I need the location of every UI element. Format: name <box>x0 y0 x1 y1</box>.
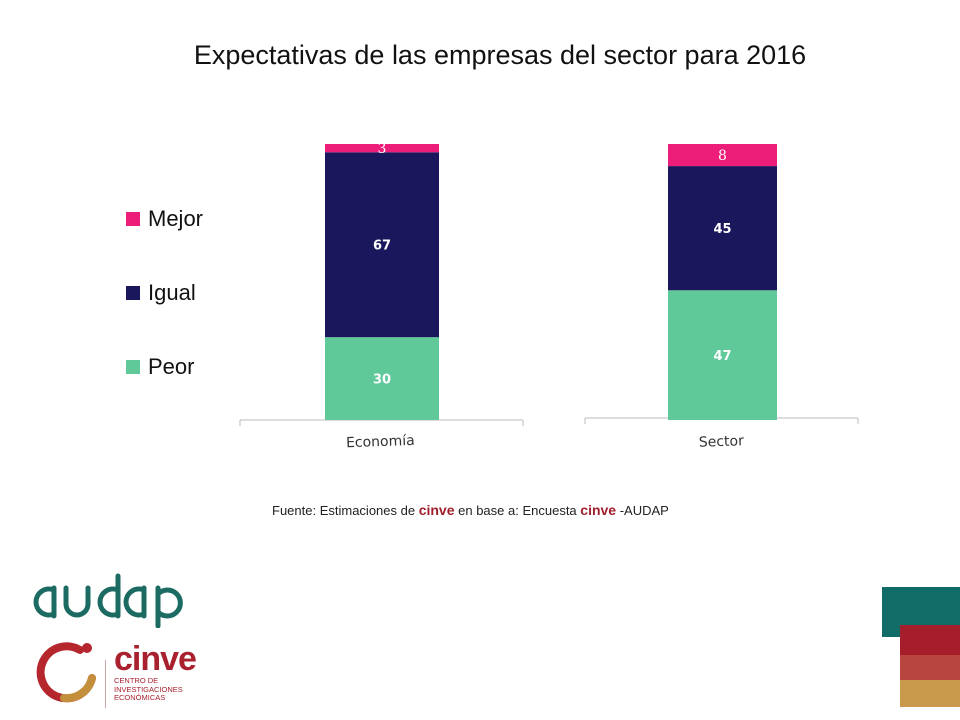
data-label-peor-0: 30 <box>373 373 391 388</box>
bar-peor-1 <box>668 290 777 420</box>
legend-item-peor: Peor <box>126 354 194 380</box>
source-note: Fuente: Estimaciones de cinve en base a:… <box>272 502 669 518</box>
cinve-logo-mark <box>36 642 96 703</box>
data-label-igual-1: 45 <box>713 222 731 237</box>
legend-item-igual: Igual <box>126 280 196 306</box>
audap-logo <box>33 573 183 628</box>
x-axis-0 <box>239 419 524 426</box>
category-label-0: Economía <box>346 433 415 451</box>
source-middle: en base a: Encuesta <box>454 503 581 518</box>
legend-label-peor: Peor <box>148 354 195 379</box>
legend-swatch-igual <box>126 286 140 300</box>
data-label-igual-0: 67 <box>373 239 391 254</box>
data-label-peor-1: 47 <box>713 349 731 364</box>
legend-label-igual: Igual <box>148 280 196 305</box>
cinve-logo-subtitle: Centro de Investigaciones Económicas <box>114 676 183 702</box>
decor-block-gold <box>900 680 960 707</box>
data-label-mejor-1: 8 <box>718 148 727 164</box>
cinve-logo-divider <box>105 660 106 708</box>
legend-item-mejor: Mejor <box>126 206 203 232</box>
bar-igual-1 <box>668 166 777 291</box>
bar-mejor-0 <box>325 144 439 153</box>
legend-swatch-mejor <box>126 212 140 226</box>
source-suffix: -AUDAP <box>616 503 669 518</box>
bar-mejor-1 <box>668 144 777 167</box>
bar-peor-0 <box>325 337 439 420</box>
source-prefix: Fuente: Estimaciones de <box>272 503 419 518</box>
chart-title: Expectativas de las empresas del sector … <box>193 40 807 70</box>
decor-block-brick <box>900 655 960 680</box>
decor-block-red <box>900 625 960 655</box>
legend-label-mejor: Mejor <box>148 206 204 231</box>
source-brand-cinve: cinve <box>418 502 455 518</box>
legend-swatch-peor <box>126 360 140 374</box>
category-label-1: Sector <box>699 433 745 451</box>
source-brand-cinve-2: cinve <box>580 502 617 518</box>
bar-igual-0 <box>325 152 439 338</box>
cinve-logo-text: cinve <box>114 640 197 678</box>
data-label-mejor-0: 3 <box>378 141 387 157</box>
